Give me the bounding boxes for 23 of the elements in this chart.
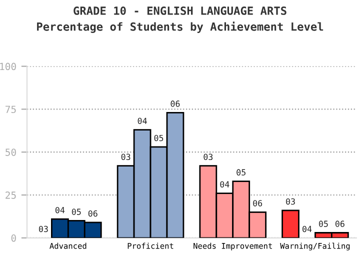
y-tick-label: 100 — [0, 62, 16, 70]
y-tick-label: 25 — [6, 192, 16, 199]
y-tick-label: 0 — [11, 234, 16, 242]
series-label: 06 — [88, 210, 98, 217]
y-tick-label: 75 — [6, 106, 16, 114]
chart-subtitle: Percentage of Students by Achievement Level — [37, 22, 324, 33]
text: 05 — [154, 134, 164, 142]
series-label: 04 — [138, 118, 147, 124]
text: 06 — [253, 200, 262, 206]
text: 03 — [121, 154, 130, 160]
text: 04 — [220, 181, 230, 188]
series-label: 03 — [286, 198, 295, 205]
text: 05 — [236, 169, 246, 176]
text: 03 — [38, 226, 48, 232]
text: 06 — [335, 220, 344, 227]
text: 05 — [318, 220, 328, 227]
y-tick-label: 50 — [6, 148, 16, 156]
text: 04 — [302, 226, 312, 232]
chart-title: GRADE 10 - ENGLISH LANGUAGE ARTS — [74, 6, 286, 15]
text: 03 — [204, 154, 213, 160]
text: 06 — [170, 100, 180, 107]
series-label: 05 — [72, 208, 81, 215]
text: 04 — [55, 206, 65, 214]
